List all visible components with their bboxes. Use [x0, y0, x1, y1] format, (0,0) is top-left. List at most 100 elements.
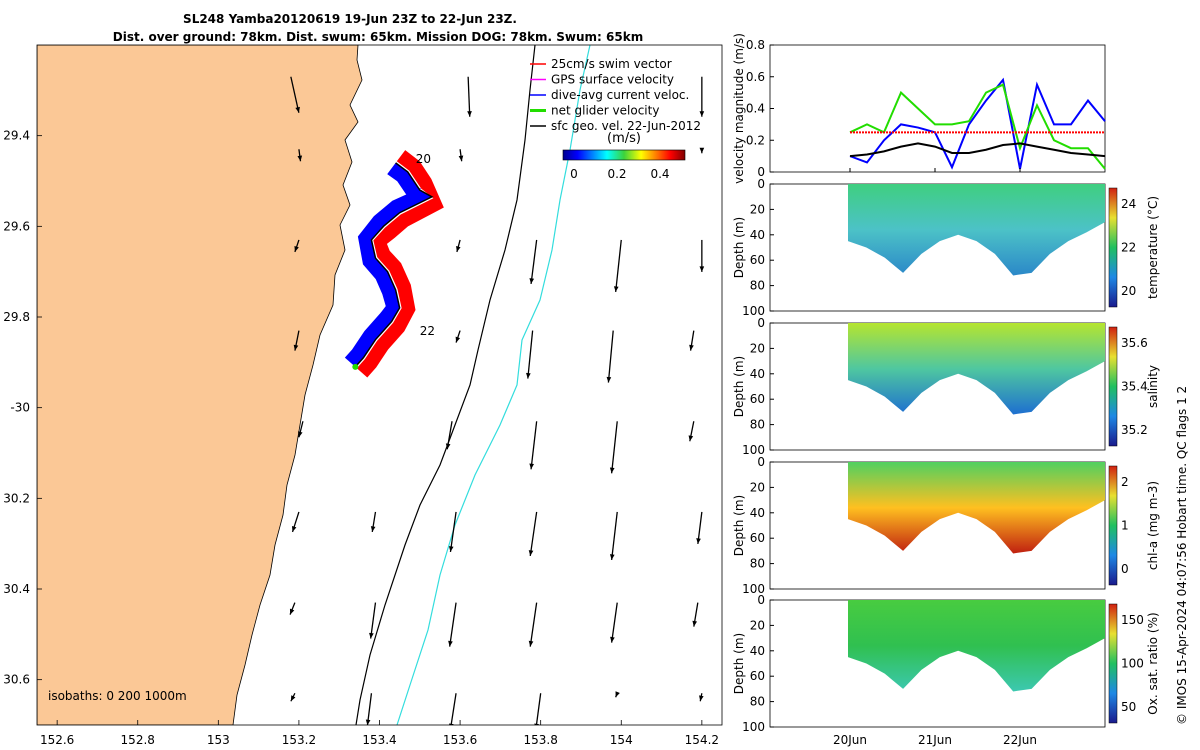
legend-entry: GPS surface velocity [551, 73, 674, 87]
side-note: © IMOS 15-Apr-2024 04:07:56 Hobart time.… [1175, 386, 1189, 725]
glider-track-line [354, 162, 434, 368]
map-x-tick-label: 153 [207, 733, 230, 747]
profile-fill [848, 600, 1105, 692]
map-x-tick-label: 153.6 [443, 733, 477, 747]
colorbar-tick-label: 0.4 [650, 167, 669, 181]
profile-panel: 0 20 40 60 80 100 Depth (m) 20 22 24 temperature (… [732, 177, 1160, 318]
geo-vector-shaft [530, 421, 538, 470]
geo-vector-shaft [610, 602, 618, 643]
geo-vector-shaft [610, 421, 618, 474]
map-legend: 25cm/s swim vector GPS surface velocitydi… [530, 57, 701, 133]
cbar-tick-label: 50 [1121, 700, 1136, 714]
cbar-tick-label: 100 [1121, 657, 1144, 671]
cbar-tick-label: 22 [1121, 241, 1136, 255]
geo-vector-head [699, 147, 705, 154]
profile-panel: 0 20 40 60 80 100 Depth (m) 50 100 150 Ox. sat. ra… [732, 593, 1160, 747]
geo-vector-head [699, 111, 705, 117]
geo-vector-head [692, 620, 698, 627]
vel-y-tick-label: 0.8 [746, 38, 765, 52]
date-tick-label: 20Jun [833, 733, 867, 747]
depth-tick-label: 60 [750, 531, 765, 545]
map-y-tick-label: 29.6 [3, 219, 30, 233]
profile-panel: 0 20 40 60 80 100 Depth (m) 35.2 35.4 35.6 salinit… [732, 316, 1160, 457]
geo-vector-shaft [290, 76, 300, 113]
profile-colorbar [1108, 187, 1118, 308]
cbar-tick-label: 35.6 [1121, 336, 1148, 350]
cbar-label: Ox. sat. ratio (%) [1146, 612, 1160, 714]
depth-tick-label: 40 [750, 644, 765, 658]
depth-ylabel: Depth (m) [732, 356, 746, 417]
depth-tick-label: 40 [750, 506, 765, 520]
geo-vector-head [606, 376, 612, 383]
geo-vector-head [365, 719, 371, 725]
depth-tick-label: 0 [757, 593, 765, 607]
depth-tick-label: 40 [750, 367, 765, 381]
track-day-label: 20 [416, 152, 431, 166]
map-x-ticks: 152.6 152.8 153 153.2 153.4 153.6 153.8 154 154.… [40, 720, 719, 747]
geo-vector-shaft [449, 602, 457, 647]
geo-vector-head [699, 266, 705, 272]
coastline-land [37, 45, 363, 725]
depth-tick-label: 0 [757, 455, 765, 469]
profile-fill [848, 323, 1105, 415]
sfc-geo-velocity-vectors [289, 76, 705, 725]
geo-vector-shaft [529, 511, 538, 557]
geo-vector-head [529, 463, 535, 470]
geo-vector-head [534, 723, 539, 725]
vel-y-tick-label: 0 [757, 165, 765, 179]
isobaths-label: isobaths: 0 200 1000m [48, 689, 187, 703]
profile-fill [848, 184, 1105, 276]
map-x-tick-label: 152.8 [121, 733, 155, 747]
depth-tick-label: 80 [750, 557, 765, 571]
isobath-200m [355, 45, 536, 725]
depth-tick-label: 80 [750, 418, 765, 432]
map-x-tick-label: 153.8 [523, 733, 557, 747]
depth-tick-label: 80 [750, 695, 765, 709]
geo-vector-head [295, 106, 300, 113]
map-y-tick-label: 29.8 [3, 310, 30, 324]
cbar-tick-label: 35.4 [1121, 380, 1148, 394]
map-y-tick-label: 30.6 [3, 673, 30, 687]
map-x-tick-label: 154 [610, 733, 633, 747]
depth-ylabel: Depth (m) [732, 495, 746, 556]
legend-entry: net glider velocity [551, 104, 659, 118]
map-x-tick-label: 153.4 [362, 733, 396, 747]
cbar-tick-label: 150 [1121, 613, 1144, 627]
geo-vector-head [526, 372, 531, 379]
map-y-ticks: 29.4 29.6 29.8 -30 30.2 30.4 30.6 [3, 129, 42, 687]
cbar-tick-label: 2 [1121, 475, 1129, 489]
geo-vector-head [289, 608, 295, 615]
date-tick-label: 21Jun [918, 733, 952, 747]
geo-vector-head [609, 467, 615, 474]
map-x-tick-label: 154.2 [685, 733, 719, 747]
depth-ylabel: Depth (m) [732, 217, 746, 278]
figure-title-line1: SL248 Yamba20120619 19-Jun 23Z to 22-Jun… [183, 12, 517, 26]
geo-vector-head [458, 155, 464, 162]
geo-vector-shaft [449, 511, 457, 553]
depth-tick-label: 60 [750, 392, 765, 406]
depth-tick-label: 100 [742, 582, 765, 596]
map-y-tick-label: 29.4 [3, 129, 30, 143]
geo-vector-head [689, 344, 694, 351]
geo-vector-shaft [370, 602, 377, 639]
geo-vector-head [609, 554, 615, 560]
profile-panel: 0 20 40 60 80 100 Depth (m) 0 1 2 chl-a (mg m-3) [732, 455, 1160, 596]
track-day-label: 22 [420, 324, 435, 338]
cbar-label: salinity [1146, 365, 1160, 408]
cbar-tick-label: 20 [1121, 284, 1136, 298]
geo-vector-shaft [610, 511, 618, 561]
geo-vector-shaft [467, 76, 471, 117]
geo-vector-shaft [530, 239, 538, 285]
geo-vector-head [445, 443, 451, 450]
depth-tick-label: 100 [742, 443, 765, 457]
depth-tick-label: 20 [750, 202, 765, 216]
cbar-label: chl-a (mg m-3) [1146, 481, 1160, 570]
colorbar-title: (m/s) [607, 131, 641, 146]
geo-vector-head [455, 336, 461, 343]
geo-vector-shaft [607, 330, 614, 383]
track-end-marker [352, 363, 359, 370]
